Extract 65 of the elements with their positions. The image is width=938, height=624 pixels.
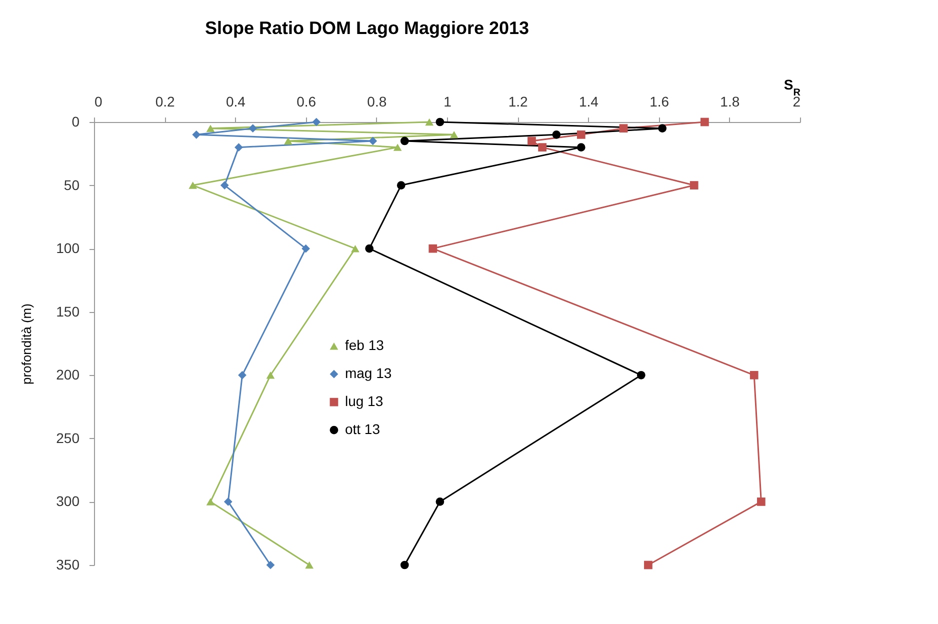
point [312, 118, 321, 126]
y-tick-label: 0 [72, 114, 80, 130]
point [425, 118, 434, 126]
legend-label: lug 13 [344, 393, 384, 410]
point [266, 560, 275, 570]
y-tick-label: 100 [56, 240, 80, 256]
point [351, 244, 360, 252]
x-tick-label: 1.2 [508, 94, 528, 110]
point [305, 561, 314, 569]
point [528, 136, 536, 146]
chart-title: Slope Ratio DOM Lago Maggiore 2013 [204, 18, 530, 38]
y-tick-label: 300 [56, 493, 80, 510]
point [368, 136, 378, 146]
point [450, 131, 458, 138]
point [658, 124, 667, 133]
x-tick-label: 0.4 [226, 94, 246, 110]
y-tick-label: 350 [56, 556, 80, 572]
point [576, 143, 586, 152]
point [188, 182, 198, 189]
point [206, 124, 215, 132]
point [396, 181, 406, 190]
point [538, 143, 546, 152]
y-tick-label: 50 [64, 176, 80, 193]
point [238, 370, 246, 380]
x-tick-label: 1.4 [578, 94, 599, 110]
y-tick-label: 200 [56, 366, 80, 383]
point [206, 498, 215, 506]
point [636, 370, 646, 380]
point [393, 144, 402, 151]
point [428, 244, 438, 253]
point [220, 181, 229, 190]
x-tick-label: 0.2 [155, 94, 176, 110]
point [192, 130, 201, 139]
y-tick-label: 250 [56, 430, 80, 446]
legend-label: ott 13 [344, 421, 380, 438]
point [436, 118, 444, 126]
point [400, 136, 409, 146]
point [552, 130, 561, 139]
point [266, 372, 275, 379]
legend-label: feb 13 [344, 337, 384, 354]
x-axis-title: S$_{R}$ [784, 76, 802, 98]
point [224, 498, 232, 506]
point [302, 244, 310, 253]
point [436, 498, 444, 506]
y-tick-label: 150 [56, 303, 80, 320]
x-tick-label: 1.8 [720, 94, 740, 110]
point [756, 498, 766, 506]
point [234, 143, 243, 152]
x-tick-label: 0.6 [296, 94, 316, 110]
x-tick-label: 1 [444, 94, 452, 110]
point [700, 118, 709, 126]
x-tick-label: 1.6 [650, 94, 670, 110]
point [644, 560, 652, 570]
point [400, 560, 409, 570]
point [750, 370, 758, 380]
point [284, 137, 292, 145]
point [248, 124, 258, 133]
y-axis-title: profondità (m) [19, 304, 34, 384]
x-tick-label: 0 [94, 94, 102, 110]
point [365, 244, 374, 253]
point [690, 181, 698, 190]
x-tick-label: 0.8 [367, 94, 387, 110]
point [619, 124, 628, 133]
point [576, 130, 586, 139]
legend-label: mag 13 [344, 365, 392, 382]
